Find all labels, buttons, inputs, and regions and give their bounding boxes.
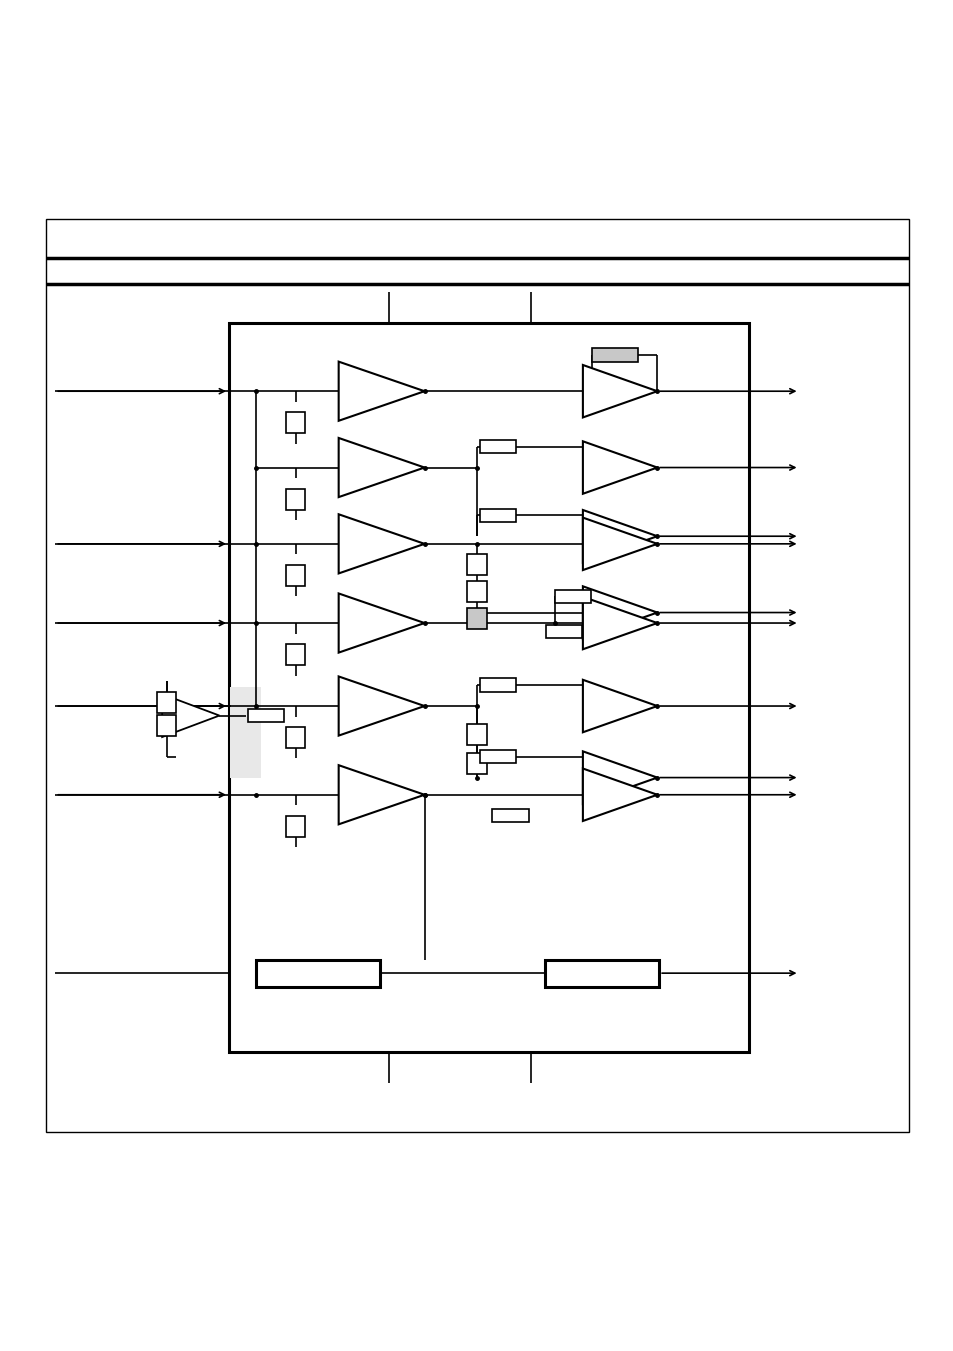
Polygon shape (582, 509, 657, 562)
Polygon shape (582, 769, 657, 821)
Bar (229, 323, 748, 1052)
Bar (467, 724, 486, 746)
Bar (545, 626, 581, 638)
Polygon shape (582, 586, 657, 639)
Bar (286, 644, 305, 665)
Polygon shape (338, 765, 424, 824)
Bar (479, 678, 516, 692)
Polygon shape (582, 680, 657, 732)
Bar (286, 489, 305, 509)
Polygon shape (582, 597, 657, 650)
Bar (286, 727, 305, 748)
Bar (467, 554, 486, 576)
Bar (467, 608, 486, 628)
Bar (467, 581, 486, 603)
Bar (555, 589, 591, 603)
Bar (544, 959, 659, 986)
Polygon shape (582, 517, 657, 570)
Polygon shape (582, 365, 657, 417)
Polygon shape (338, 515, 424, 573)
Bar (479, 440, 516, 453)
Bar (230, 686, 261, 778)
Bar (479, 508, 516, 521)
Bar (286, 565, 305, 586)
Bar (479, 750, 516, 763)
Polygon shape (338, 677, 424, 735)
Polygon shape (582, 751, 657, 804)
Bar (286, 816, 305, 836)
Bar (157, 692, 176, 713)
Bar (255, 959, 379, 986)
Polygon shape (338, 362, 424, 420)
Polygon shape (338, 593, 424, 653)
Polygon shape (162, 694, 219, 738)
Bar (157, 715, 176, 735)
Polygon shape (582, 442, 657, 493)
Bar (592, 349, 638, 362)
Bar (492, 809, 528, 823)
Bar (467, 753, 486, 774)
Bar (286, 412, 305, 434)
Polygon shape (338, 438, 424, 497)
Bar (248, 709, 284, 723)
